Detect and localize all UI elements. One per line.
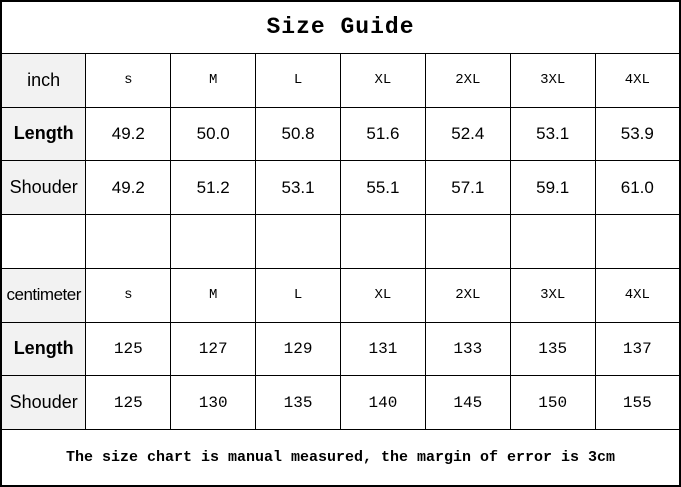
row-label-length: Length	[0, 321, 87, 377]
footer-row: The size chart is manual measured, the m…	[0, 429, 681, 487]
size-header-cell: L	[255, 267, 341, 323]
empty-cell	[424, 214, 511, 269]
value-cell: 49.2	[85, 106, 172, 162]
value-cell: 125	[85, 375, 172, 431]
centimeter-size-header-row: centimeter s M L XL 2XL 3XL 4XL	[0, 267, 681, 323]
value-cell: 50.0	[170, 106, 257, 162]
centimeter-shoulder-row: Shouder 125 130 135 140 145 150 155	[0, 375, 681, 431]
value-cell: 53.9	[594, 106, 681, 162]
page-title: Size Guide	[0, 0, 681, 54]
size-header-cell: 4XL	[594, 52, 681, 108]
value-cell: 127	[170, 321, 257, 377]
size-header-cell: L	[255, 52, 341, 108]
size-header-cell: M	[170, 52, 257, 108]
size-header-cell: 2XL	[424, 52, 511, 108]
value-cell: 140	[340, 375, 426, 431]
value-cell: 57.1	[424, 160, 511, 216]
empty-cell	[340, 214, 426, 269]
empty-cell	[255, 214, 341, 269]
unit-label-centimeter: centimeter	[0, 267, 87, 323]
row-label-shoulder: Shouder	[0, 160, 87, 216]
size-header-cell: XL	[340, 52, 426, 108]
value-cell: 51.6	[340, 106, 426, 162]
value-cell: 51.2	[170, 160, 257, 216]
value-cell: 130	[170, 375, 257, 431]
value-cell: 129	[255, 321, 341, 377]
empty-cell	[0, 214, 87, 269]
size-header-cell: 4XL	[594, 267, 681, 323]
inch-length-row: Length 49.2 50.0 50.8 51.6 52.4 53.1 53.…	[0, 106, 681, 162]
inch-shoulder-row: Shouder 49.2 51.2 53.1 55.1 57.1 59.1 61…	[0, 160, 681, 216]
size-header-cell: 3XL	[509, 52, 596, 108]
size-header-cell: XL	[340, 267, 426, 323]
value-cell: 52.4	[424, 106, 511, 162]
empty-cell	[170, 214, 257, 269]
size-header-cell: M	[170, 267, 257, 323]
empty-cell	[85, 214, 172, 269]
value-cell: 150	[509, 375, 596, 431]
value-cell: 55.1	[340, 160, 426, 216]
value-cell: 53.1	[509, 106, 596, 162]
inch-size-header-row: inch s M L XL 2XL 3XL 4XL	[0, 52, 681, 108]
value-cell: 145	[424, 375, 511, 431]
footer-note: The size chart is manual measured, the m…	[0, 429, 681, 487]
empty-cell	[594, 214, 681, 269]
row-label-shoulder: Shouder	[0, 375, 87, 431]
size-header-cell: 2XL	[424, 267, 511, 323]
value-cell: 125	[85, 321, 172, 377]
value-cell: 61.0	[594, 160, 681, 216]
centimeter-length-row: Length 125 127 129 131 133 135 137	[0, 321, 681, 377]
empty-cell	[509, 214, 596, 269]
value-cell: 135	[255, 375, 341, 431]
value-cell: 59.1	[509, 160, 596, 216]
size-header-cell: s	[85, 52, 172, 108]
unit-label-inch: inch	[0, 52, 87, 108]
size-header-cell: 3XL	[509, 267, 596, 323]
value-cell: 49.2	[85, 160, 172, 216]
spacer-row	[0, 214, 681, 269]
value-cell: 50.8	[255, 106, 341, 162]
value-cell: 137	[594, 321, 681, 377]
value-cell: 131	[340, 321, 426, 377]
value-cell: 53.1	[255, 160, 341, 216]
value-cell: 133	[424, 321, 511, 377]
row-label-length: Length	[0, 106, 87, 162]
value-cell: 155	[594, 375, 681, 431]
title-row: Size Guide	[0, 0, 681, 54]
size-header-cell: s	[85, 267, 172, 323]
value-cell: 135	[509, 321, 596, 377]
